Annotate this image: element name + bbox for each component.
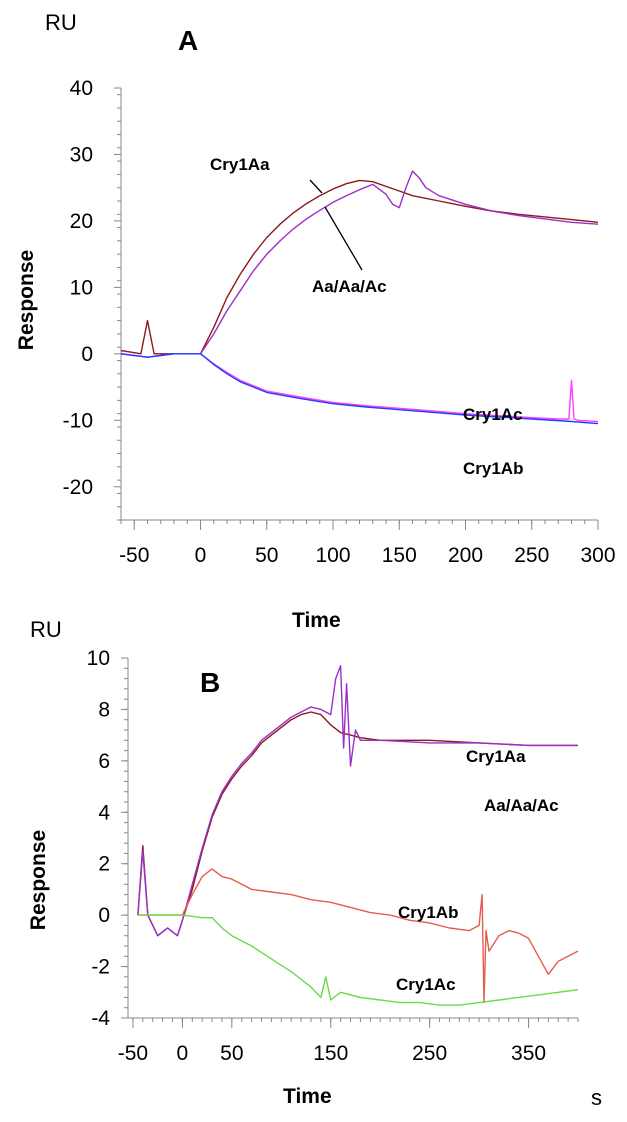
annotation-line	[309, 179, 323, 194]
y-tick-label: 8	[98, 698, 110, 721]
series-label-aa-aa-ac: Aa/Aa/Ac	[312, 277, 387, 296]
y-axis-title: Response	[27, 830, 50, 930]
series-line-cry1ac	[137, 914, 579, 1006]
y-tick-label: -4	[91, 1007, 110, 1030]
series-line-cry1ab	[137, 868, 579, 1004]
x-axis-title: Time	[283, 1085, 332, 1108]
x-unit-label: s	[591, 1085, 602, 1110]
x-tick-label: 50	[255, 544, 278, 567]
series-label-aa-aa-ac: Aa/Aa/Ac	[484, 796, 559, 815]
series-layer	[137, 665, 579, 1006]
panel-label: A	[178, 25, 198, 56]
y-tick-label: 0	[98, 904, 110, 927]
series-line-cry1ab	[120, 353, 599, 425]
y-tick-label: -2	[91, 956, 110, 979]
y-tick-label: 20	[70, 210, 93, 233]
chart-panel-b: RU B Time s Response 10 8 6 4 2 0 -2 -4 -50 0 50 15…	[27, 617, 602, 1110]
x-tick-label: 200	[448, 544, 483, 567]
y-tick-label: 10	[70, 276, 93, 299]
y-tick-label: 40	[70, 77, 93, 100]
series-label-cry1ac: Cry1Ac	[463, 405, 523, 424]
x-tick-label: 0	[177, 1042, 189, 1065]
x-tick-label: 50	[220, 1042, 243, 1065]
y-tick-label: -10	[63, 409, 93, 432]
series-line-aa-aa-ac	[137, 665, 578, 937]
series-line-cry1aa	[137, 711, 578, 937]
x-tick-label: 300	[580, 544, 615, 567]
series-layer	[120, 170, 599, 425]
y-unit-label: RU	[30, 617, 62, 642]
x-tick-label: 0	[195, 544, 207, 567]
y-unit-label: RU	[45, 10, 77, 35]
series-label-cry1ac: Cry1Ac	[396, 975, 456, 994]
series-line-cry1ac	[120, 353, 599, 423]
y-tick-label: 6	[98, 750, 110, 773]
x-tick-label: -50	[118, 1042, 148, 1065]
annotation-line	[324, 206, 363, 271]
y-tick-label: 2	[98, 853, 110, 876]
x-tick-label: -50	[119, 544, 149, 567]
series-line-cry1aa	[120, 179, 599, 355]
y-tick-label: 10	[87, 647, 110, 670]
series-label-cry1ab: Cry1Ab	[398, 903, 458, 922]
x-tick-label: 250	[412, 1042, 447, 1065]
y-tick-label: 0	[81, 343, 93, 366]
panel-label: B	[200, 667, 220, 698]
x-tick-label: 150	[313, 1042, 348, 1065]
y-tick-label: 30	[70, 143, 93, 166]
y-axis-title: Response	[15, 250, 38, 350]
x-tick-label: 350	[511, 1042, 546, 1065]
x-tick-label: 250	[514, 544, 549, 567]
y-tick-label: -20	[63, 476, 93, 499]
series-label-cry1ab: Cry1Ab	[463, 459, 523, 478]
series-label-cry1aa: Cry1Aa	[466, 747, 526, 766]
series-line-aa-aa-ac	[120, 170, 599, 358]
series-label-cry1aa: Cry1Aa	[210, 155, 270, 174]
x-tick-label: 150	[382, 544, 417, 567]
y-tick-label: 4	[98, 801, 110, 824]
x-tick-label: 100	[315, 544, 350, 567]
x-axis-title: Time	[292, 609, 341, 632]
